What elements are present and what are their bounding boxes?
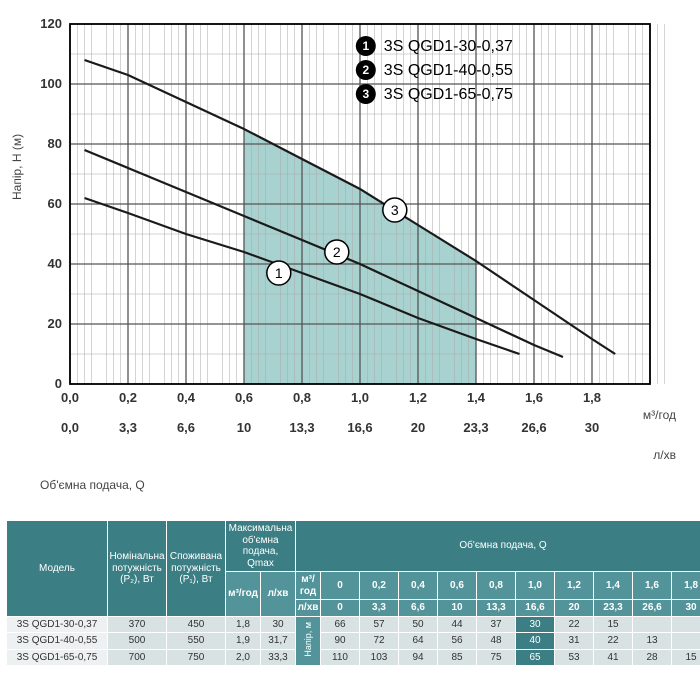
svg-text:2: 2 [362, 63, 369, 77]
svg-text:1: 1 [275, 265, 283, 281]
svg-text:1: 1 [362, 39, 369, 53]
svg-text:1,8: 1,8 [583, 390, 601, 405]
svg-text:0,0: 0,0 [61, 390, 79, 405]
svg-text:1,6: 1,6 [525, 390, 543, 405]
svg-text:0: 0 [55, 376, 62, 391]
svg-text:40: 40 [48, 256, 62, 271]
svg-text:120: 120 [40, 16, 62, 31]
svg-text:3S QGD1-40-0,55: 3S QGD1-40-0,55 [384, 62, 513, 79]
svg-text:3: 3 [362, 87, 369, 101]
svg-text:23,3: 23,3 [463, 420, 488, 435]
svg-text:80: 80 [48, 136, 62, 151]
svg-text:60: 60 [48, 196, 62, 211]
svg-text:10: 10 [237, 420, 251, 435]
svg-text:0,8: 0,8 [293, 390, 311, 405]
svg-text:3S QGD1-30-0,37: 3S QGD1-30-0,37 [384, 38, 513, 55]
x2-axis-unit: л/хв [653, 448, 676, 462]
x1-axis-unit: м³/год [643, 408, 676, 422]
svg-text:0,0: 0,0 [61, 420, 79, 435]
svg-text:20: 20 [48, 316, 62, 331]
specs-table: МодельНомінальнапотужність(P₂), ВтСпожив… [6, 520, 694, 666]
svg-text:0,4: 0,4 [177, 390, 196, 405]
pump-curve-chart: 0204060801001200,00,20,40,60,81,01,21,41… [40, 14, 670, 454]
q-label: Об'ємна подача, Q [40, 478, 145, 492]
model-cell: 3S QGD1-40-0,55 [7, 633, 107, 649]
svg-text:16,6: 16,6 [347, 420, 372, 435]
svg-text:1,2: 1,2 [409, 390, 427, 405]
svg-text:6,6: 6,6 [177, 420, 195, 435]
svg-text:20: 20 [411, 420, 425, 435]
svg-text:3,3: 3,3 [119, 420, 137, 435]
svg-text:1,0: 1,0 [351, 390, 369, 405]
svg-text:30: 30 [585, 420, 599, 435]
svg-text:0,6: 0,6 [235, 390, 253, 405]
model-cell: 3S QGD1-65-0,75 [7, 650, 107, 666]
svg-text:26,6: 26,6 [521, 420, 546, 435]
y-axis-label: Напір, H (м) [10, 134, 24, 200]
svg-text:3: 3 [391, 202, 399, 218]
svg-text:13,3: 13,3 [289, 420, 314, 435]
svg-text:1,4: 1,4 [467, 390, 486, 405]
model-cell: 3S QGD1-30-0,37 [7, 617, 107, 633]
svg-text:3S QGD1-65-0,75: 3S QGD1-65-0,75 [384, 86, 513, 103]
svg-text:100: 100 [40, 76, 62, 91]
svg-text:2: 2 [333, 244, 341, 260]
svg-text:0,2: 0,2 [119, 390, 137, 405]
